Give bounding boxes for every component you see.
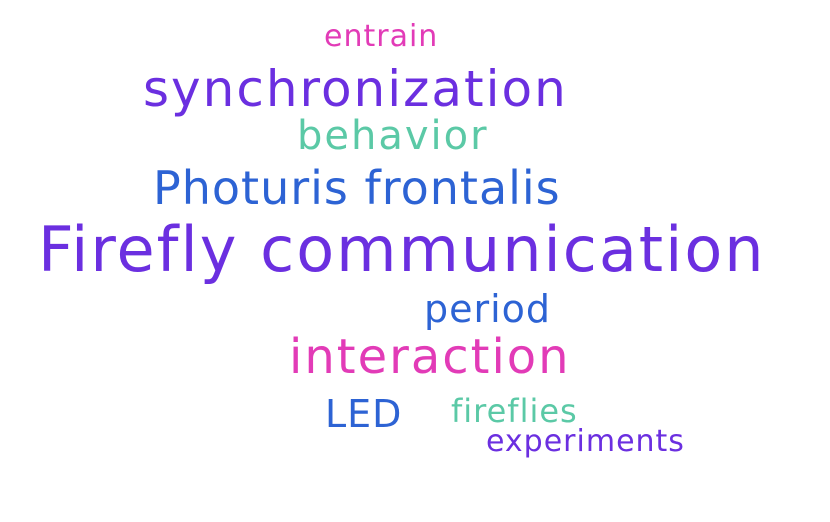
word-fireflies: fireflies	[451, 392, 578, 430]
word-behavior: behavior	[297, 113, 489, 159]
word-synchronization: synchronization	[143, 60, 568, 118]
word-period: period	[424, 287, 552, 331]
word-experiments: experiments	[486, 424, 685, 459]
word-interaction: interaction	[289, 329, 571, 385]
word-led: LED	[325, 392, 403, 436]
word-photuris-frontalis: Photuris frontalis	[153, 161, 561, 215]
word-firefly-communication: Firefly communication	[38, 213, 766, 286]
word-entrain: entrain	[324, 19, 439, 54]
